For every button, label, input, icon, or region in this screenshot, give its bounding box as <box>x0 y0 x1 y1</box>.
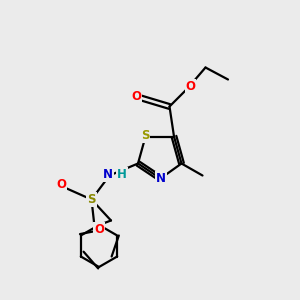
Text: S: S <box>141 129 149 142</box>
Text: N: N <box>156 172 166 185</box>
Text: H: H <box>117 168 127 182</box>
Text: S: S <box>87 193 96 206</box>
Text: N: N <box>103 168 113 182</box>
Text: O: O <box>185 80 196 93</box>
Text: O: O <box>56 178 67 191</box>
Text: O: O <box>131 89 142 103</box>
Text: O: O <box>94 223 104 236</box>
